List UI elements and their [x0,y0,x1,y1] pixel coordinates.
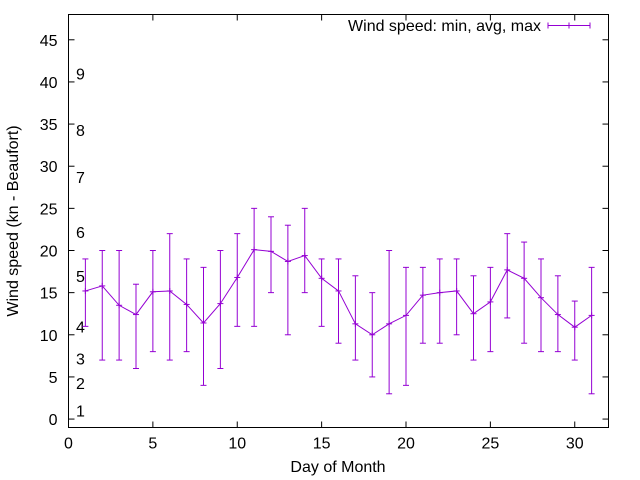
y-tick-label: 30 [40,159,58,176]
data-point [538,294,544,301]
data-point [335,287,342,294]
error-bars [82,207,595,395]
data-point [251,246,258,253]
data-point [301,252,308,259]
data-point [386,320,393,327]
beaufort-label: 3 [76,351,85,368]
x-tick-label: 10 [228,436,246,453]
data-point [133,311,139,318]
y-tick-label: 45 [40,33,58,50]
data-point [436,289,443,296]
beaufort-label: 9 [76,67,85,84]
y-tick-label: 35 [40,117,58,134]
data-point [403,312,409,319]
data-point [284,258,291,265]
data-point [369,331,376,338]
data-point [487,298,494,305]
data-point [99,282,106,289]
x-tick-label: 30 [566,436,584,453]
data-point [217,300,224,307]
y-tick-label: 40 [40,75,58,92]
data-point [504,266,511,273]
legend-sample [547,22,591,29]
data-point [82,287,89,294]
data-point [318,275,325,282]
beaufort-label: 7 [76,170,85,187]
x-tick-label: 20 [397,436,415,453]
plot-frame [68,14,609,428]
data-point [234,274,241,281]
data-point [200,319,207,326]
y-tick-label: 25 [40,201,58,218]
x-tick-label: 15 [313,436,331,453]
beaufort-label: 1 [76,404,85,421]
data-point [571,324,578,331]
legend-label: Wind speed: min, avg, max [348,18,541,35]
data-point [521,275,528,282]
data-point [268,248,274,255]
data-point [149,288,156,295]
y-tick-label: 15 [40,286,58,303]
beaufort-scale-labels: 1 2 3 4 5 6 7 8 9 [76,67,85,421]
data-point [470,310,477,317]
x-tick-label: 0 [64,436,73,453]
y-tick-label: 0 [49,412,58,429]
legend: Wind speed: min, avg, max [348,18,591,35]
y-tick-label: 10 [40,328,58,345]
x-tick-label: 5 [148,436,157,453]
data-points [82,246,595,338]
data-point [419,292,426,299]
x-axis-label: Day of Month [290,459,385,476]
data-point [453,287,460,294]
data-point [352,320,359,327]
data-point [588,312,595,319]
y-tick-label: 5 [49,370,58,387]
beaufort-label: 2 [76,376,85,393]
x-tick-label: 25 [481,436,499,453]
data-point [554,311,561,318]
y-axis-label: Wind speed (kn - Beaufort) [5,125,22,316]
data-point [116,302,123,309]
beaufort-label: 5 [76,269,85,286]
data-point [166,287,173,294]
beaufort-label: 8 [76,123,85,140]
y-tick-label: 20 [40,244,58,261]
beaufort-label: 6 [76,225,85,242]
beaufort-label: 4 [76,319,85,336]
data-point [183,301,190,308]
